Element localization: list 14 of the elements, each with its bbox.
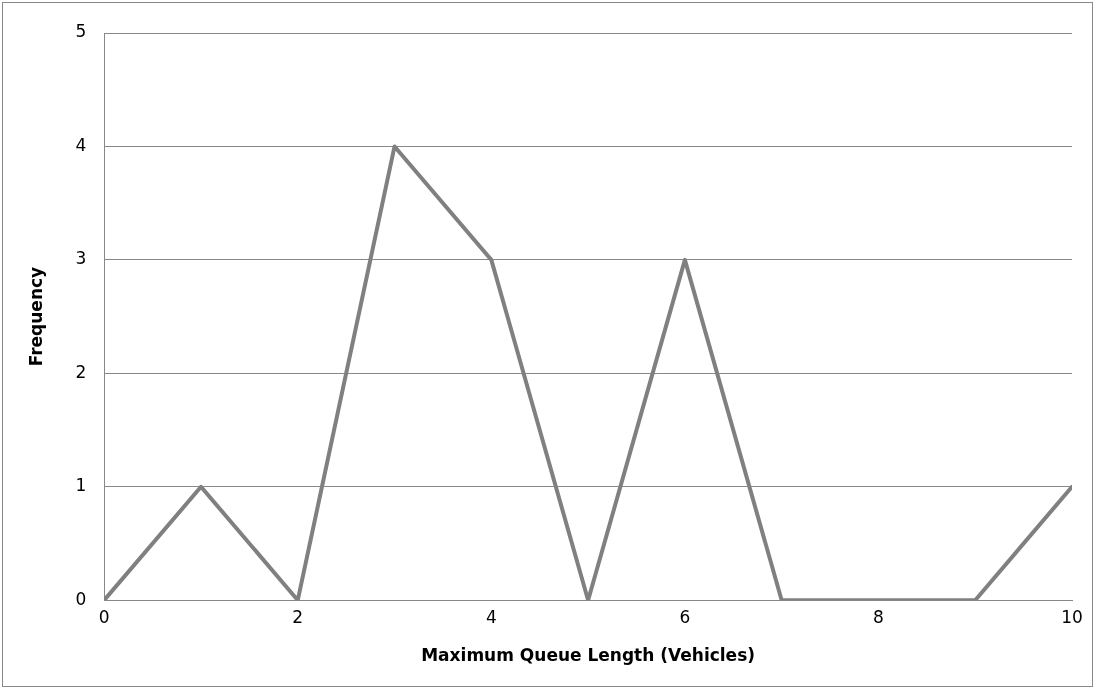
- x-tick-label: 6: [679, 606, 691, 627]
- x-tick-label: 10: [1061, 606, 1083, 627]
- y-tick-label: 2: [75, 361, 87, 382]
- x-tick-label: 4: [485, 606, 497, 627]
- y-tick-label: 1: [75, 475, 87, 496]
- y-tick-label: 0: [75, 588, 87, 609]
- x-tick-label: 8: [873, 606, 884, 627]
- x-axis-title: Maximum Queue Length (Vehicles): [421, 645, 756, 666]
- y-tick-label: 4: [75, 134, 87, 155]
- y-tick-label: 3: [75, 248, 87, 269]
- x-tick-label: 2: [292, 606, 304, 627]
- y-tick-label: 5: [75, 21, 87, 42]
- y-axis-title: Frequency: [25, 266, 46, 367]
- x-tick-label: 0: [98, 606, 110, 627]
